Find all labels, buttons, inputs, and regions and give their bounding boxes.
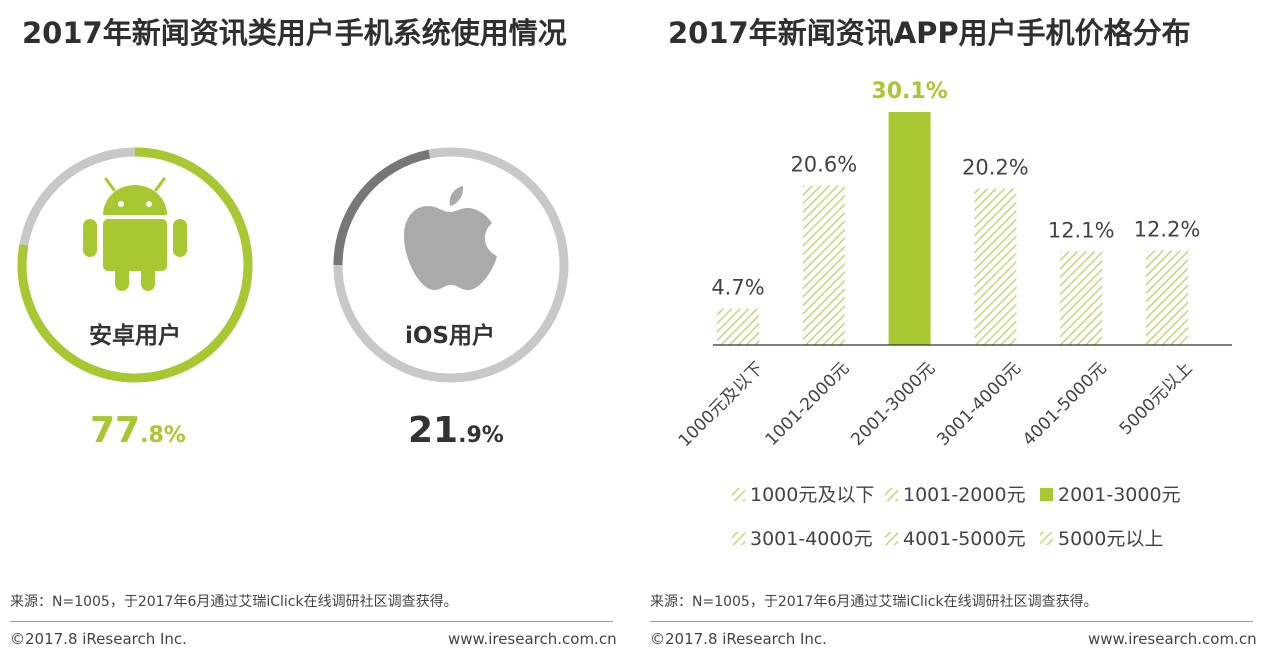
right-source-note: 来源：N=1005，于2017年6月通过艾瑞iClick在线调研社区调查获得。 — [650, 594, 1098, 610]
legend-label-0: 1000元及以下 — [750, 484, 874, 506]
ios-label: iOS用户 — [404, 323, 495, 349]
bar-3 — [974, 188, 1017, 345]
chart-canvas: 4.7% 1000元及以下 20.6% 1001-2000元 30.1% 2001-300… — [675, 79, 1232, 550]
bar-value-label-0: 4.7% — [711, 276, 764, 300]
left-source-note: 来源：N=1005，于2017年6月通过艾瑞iClick在线调研社区调查获得。 — [10, 594, 458, 610]
android-percentage-int: 77 — [90, 410, 141, 451]
legend-label-5: 5000元以上 — [1058, 528, 1163, 550]
bar-2 — [888, 112, 931, 345]
android-ring-arc — [17, 147, 253, 383]
legend-label-4: 4001-5000元 — [903, 528, 1026, 550]
left-title: 2017年新闻资讯类用户手机系统使用情况 — [22, 16, 567, 50]
bar-value-label-5: 12.2% — [1134, 218, 1201, 242]
bar-value-label-4: 12.1% — [1048, 218, 1115, 242]
right-website: www.iresearch.com.cn — [1088, 630, 1257, 648]
android-label: 安卓用户 — [89, 323, 181, 349]
android-ring — [17, 147, 253, 383]
right-title: 2017年新闻资讯APP用户手机价格分布 — [668, 16, 1191, 50]
bar-value-label-3: 20.2% — [962, 156, 1029, 180]
price-distribution-chart: 4.7% 1000元及以下 20.6% 1001-2000元 30.1% 2001-300… — [640, 60, 1263, 570]
ios-ring-arc — [333, 147, 569, 383]
legend-label-2: 2001-3000元 — [1058, 484, 1181, 506]
apple-icon — [404, 186, 497, 290]
x-tick-label-3: 3001-4000元 — [933, 358, 1025, 450]
android-percentage-dec: .8% — [140, 423, 186, 448]
android-percentage: 77.8% — [90, 410, 186, 451]
legend-swatch-5 — [1040, 532, 1053, 545]
x-tick-label-1: 1001-2000元 — [762, 358, 854, 450]
bar-0 — [717, 308, 759, 345]
x-tick-label-4: 4001-5000元 — [1019, 358, 1111, 450]
right-copyright: ©2017.8 iResearch Inc. — [650, 630, 827, 648]
bar-4 — [1060, 251, 1103, 345]
legend-swatch-4 — [885, 532, 898, 545]
right-divider — [650, 621, 1253, 622]
legend-swatch-2 — [1040, 488, 1053, 501]
legend-label-1: 1001-2000元 — [903, 484, 1026, 506]
legend-swatch-1 — [885, 488, 898, 501]
android-icon — [83, 177, 187, 291]
ios-percentage-dec: .9% — [458, 423, 504, 448]
bar-5 — [1146, 250, 1188, 345]
ios-percentage-int: 21 — [408, 410, 459, 451]
legend-swatch-0 — [732, 488, 745, 501]
ios-ring — [333, 147, 569, 383]
left-copyright: ©2017.8 iResearch Inc. — [10, 630, 187, 648]
ios-percentage: 21.9% — [408, 410, 504, 451]
x-tick-label-0: 1000元及以下 — [675, 358, 768, 451]
bar-1 — [802, 185, 845, 345]
legend-label-3: 3001-4000元 — [750, 528, 873, 550]
bar-value-label-1: 20.6% — [790, 153, 857, 177]
left-divider — [10, 621, 613, 622]
x-tick-label-5: 5000元以上 — [1116, 358, 1197, 439]
left-website: www.iresearch.com.cn — [448, 630, 617, 648]
bar-value-label-2: 30.1% — [871, 79, 947, 104]
legend-swatch-3 — [732, 532, 745, 545]
x-tick-label-2: 2001-3000元 — [847, 358, 939, 450]
